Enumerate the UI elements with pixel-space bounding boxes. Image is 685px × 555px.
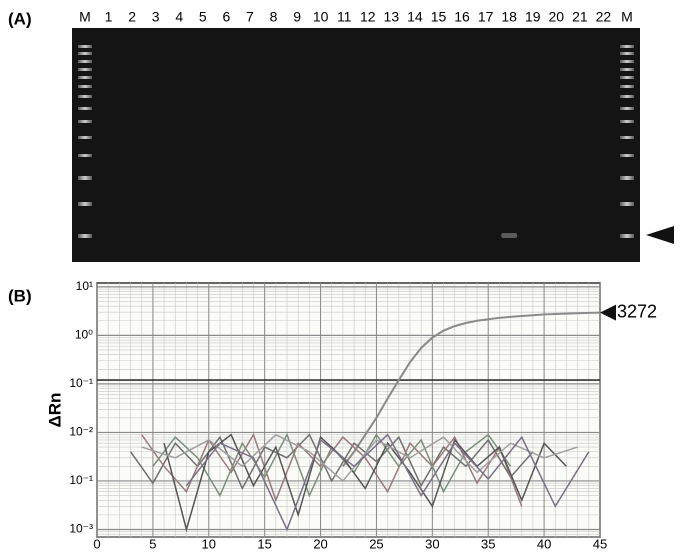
lane-label: 17 xyxy=(478,9,494,25)
ladder-band xyxy=(78,107,92,110)
ladder-band xyxy=(620,45,634,48)
panel-label: (A) xyxy=(8,9,32,28)
lane-label: 16 xyxy=(454,9,470,25)
lane-label: 2 xyxy=(128,9,136,25)
sample-band xyxy=(501,233,517,238)
ladder-band xyxy=(620,68,634,71)
lane-label: 22 xyxy=(596,9,612,25)
x-tick-label: 45 xyxy=(593,536,607,550)
lane-label: 6 xyxy=(222,9,230,25)
y-tick-label: 10⁻³ xyxy=(69,522,93,536)
x-tick-label: 30 xyxy=(425,536,439,550)
ladder-band xyxy=(78,136,92,139)
ladder-band xyxy=(620,176,634,180)
lane-label: M xyxy=(79,9,91,25)
x-tick-label: 0 xyxy=(93,536,100,550)
ladder-band xyxy=(78,52,92,55)
lane-label: 1 xyxy=(105,9,113,25)
annotation: 3272 xyxy=(617,301,657,321)
lane-label: 13 xyxy=(384,9,400,25)
ladder-band xyxy=(620,85,634,88)
ladder-band xyxy=(78,234,92,238)
lane-label: 18 xyxy=(501,9,517,25)
ladder-band xyxy=(620,154,634,157)
ladder-band xyxy=(78,154,92,157)
ladder-band xyxy=(620,95,634,98)
ladder-band xyxy=(78,85,92,88)
ladder-band xyxy=(620,76,634,79)
y-tick-label: 10⁰ xyxy=(75,328,93,342)
lane-label: 12 xyxy=(360,9,376,25)
x-tick-label: 5 xyxy=(149,536,156,550)
lane-label: 9 xyxy=(293,9,301,25)
annotation-arrowhead xyxy=(600,305,616,321)
ladder-band xyxy=(620,60,634,63)
ladder-band xyxy=(620,136,634,139)
lane-label: 14 xyxy=(407,9,423,25)
x-tick-label: 10 xyxy=(202,536,216,550)
ladder-band xyxy=(78,45,92,48)
x-tick-label: 35 xyxy=(481,536,495,550)
y-tick-label: 10⁻² xyxy=(69,425,93,439)
gel-image xyxy=(72,28,640,262)
lane-label: 19 xyxy=(525,9,541,25)
plot: 10¹ 10⁰ 10⁻¹ 10⁻² 10⁻¹ 10⁻³0 5 10 15 20 25 30 35 40 45… xyxy=(69,279,657,550)
ladder-band xyxy=(78,176,92,180)
lane-label: 21 xyxy=(572,9,588,25)
x-tick-label: 25 xyxy=(369,536,383,550)
ladder-band xyxy=(620,202,634,206)
plot-area xyxy=(97,283,600,537)
lane-label: 11 xyxy=(337,9,352,25)
y-tick-label: 10⁻¹ xyxy=(69,376,93,390)
y-tick-label: 10⁻¹ xyxy=(69,473,93,487)
lane-label: 4 xyxy=(175,9,183,25)
ladder-band xyxy=(620,52,634,55)
lane-label: 10 xyxy=(313,9,329,25)
lane-label: M xyxy=(621,9,633,25)
figure: (A) (B) ΔRn 10¹10⁰10⁻¹10⁻²10⁻¹10⁻³051015… xyxy=(0,0,685,550)
y-axis-label: ΔRn xyxy=(45,393,64,428)
ladder-band xyxy=(620,107,634,110)
panel-label: (B) xyxy=(8,286,32,305)
band-arrowhead xyxy=(646,226,674,244)
x-tick-label: 40 xyxy=(537,536,551,550)
ladder-band xyxy=(78,76,92,79)
y-tick-label: 10¹ xyxy=(76,279,93,293)
lane-label: 8 xyxy=(270,9,278,25)
lane-label: 20 xyxy=(549,9,565,25)
ladder-band xyxy=(620,120,634,123)
lane-label: 7 xyxy=(246,9,254,25)
ladder-band xyxy=(78,202,92,206)
x-tick-label: 20 xyxy=(313,536,327,550)
ladder-band xyxy=(78,120,92,123)
lane-label: 5 xyxy=(199,9,207,25)
lane-label: 15 xyxy=(431,9,447,25)
lane-label: 3 xyxy=(152,9,160,25)
x-tick-label: 15 xyxy=(257,536,271,550)
ladder-band xyxy=(78,60,92,63)
ladder-band xyxy=(78,68,92,71)
ladder-band xyxy=(620,234,634,238)
ladder-band xyxy=(78,95,92,98)
